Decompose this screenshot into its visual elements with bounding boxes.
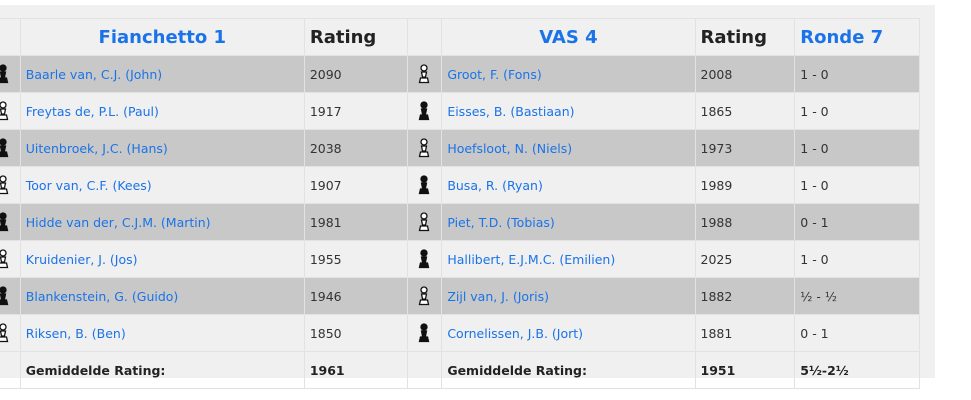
player-link[interactable]: Piet, T.D. (Tobias) <box>447 214 555 230</box>
player-rating: 1946 <box>303 277 408 315</box>
board-result: 1 - 0 <box>794 240 920 278</box>
player-link[interactable]: Kruidenier, J. (Jos) <box>25 251 138 267</box>
board-row: Freytas de, P.L. (Paul) 1917 Eisses, B. (B… <box>0 92 920 130</box>
board-result: 0 - 1 <box>794 314 920 352</box>
white-pawn-icon <box>0 240 21 278</box>
board-row: Riksen, B. (Ben) 1850 Cornelissen, J.B. (J… <box>0 314 920 352</box>
player-rating: 1881 <box>694 314 796 352</box>
rating1-header: Rating <box>303 18 408 56</box>
black-pawn-icon <box>406 92 443 130</box>
player-link[interactable]: Blankenstein, G. (Guido) <box>25 288 179 304</box>
player-rating: 2025 <box>694 240 796 278</box>
player-rating: 1907 <box>303 166 408 204</box>
average-rating-team1: 1961 <box>303 351 408 389</box>
black-pawn-icon <box>0 203 21 241</box>
white-pawn-icon <box>0 314 21 352</box>
player-rating: 1988 <box>694 203 796 241</box>
header-row: Fianchetto 1 Rating VAS 4 Rating Ronde 7 <box>0 18 920 56</box>
board-result: 1 - 0 <box>794 55 920 93</box>
player-link[interactable]: Baarle van, C.J. (John) <box>25 66 163 82</box>
round-header[interactable]: Ronde 7 <box>794 18 920 56</box>
player-rating: 1850 <box>303 314 408 352</box>
white-pawn-icon <box>406 129 443 167</box>
board-result: ½ - ½ <box>794 277 920 315</box>
black-pawn-icon <box>406 240 443 278</box>
board-row: Toor van, C.F. (Kees) 1907 Busa, R. (Ryan)… <box>0 166 920 204</box>
white-pawn-icon <box>0 92 21 130</box>
player-rating: 2038 <box>303 129 408 167</box>
player-rating: 1973 <box>694 129 796 167</box>
player-link[interactable]: Hidde van der, C.J.M. (Martin) <box>25 214 211 230</box>
player-rating: 1955 <box>303 240 408 278</box>
black-pawn-icon <box>0 129 21 167</box>
board-row: Hidde van der, C.J.M. (Martin) 1981 Piet, … <box>0 203 920 241</box>
match-total-score: 5½-2½ <box>794 351 920 389</box>
player-link[interactable]: Uitenbroek, J.C. (Hans) <box>25 140 168 156</box>
player-link[interactable]: Riksen, B. (Ben) <box>25 325 126 341</box>
board-row: Kruidenier, J. (Jos) 1955 Hallibert, E.J.M… <box>0 240 920 278</box>
black-pawn-icon <box>0 55 21 93</box>
player-link[interactable]: Cornelissen, J.B. (Jort) <box>447 325 584 341</box>
player-rating: 1882 <box>694 277 796 315</box>
board-result: 1 - 0 <box>794 129 920 167</box>
player-rating: 1989 <box>694 166 796 204</box>
white-pawn-icon <box>0 166 21 204</box>
color-header <box>0 18 21 56</box>
average-rating-team2: 1951 <box>694 351 796 389</box>
player-rating: 1865 <box>694 92 796 130</box>
color-header <box>406 18 443 56</box>
player-link[interactable]: Toor van, C.F. (Kees) <box>25 177 152 193</box>
team1-header[interactable]: Fianchetto 1 <box>19 18 305 56</box>
board-result: 1 - 0 <box>794 92 920 130</box>
match-container: Fianchetto 1 Rating VAS 4 Rating Ronde 7… <box>0 5 935 389</box>
player-rating: 2090 <box>303 55 408 93</box>
board-result: 1 - 0 <box>794 166 920 204</box>
board-result: 0 - 1 <box>794 203 920 241</box>
board-row: Blankenstein, G. (Guido) 1946 Zijl van, J.… <box>0 277 920 315</box>
player-link[interactable]: Hallibert, E.J.M.C. (Emilien) <box>447 251 616 267</box>
board-row: Uitenbroek, J.C. (Hans) 2038 Hoefsloot, N.… <box>0 129 920 167</box>
player-link[interactable]: Hoefsloot, N. (Niels) <box>447 140 573 156</box>
white-pawn-icon <box>406 203 443 241</box>
player-link[interactable]: Busa, R. (Ryan) <box>447 177 543 193</box>
white-pawn-icon <box>406 55 443 93</box>
match-table: Fianchetto 1 Rating VAS 4 Rating Ronde 7… <box>0 18 920 389</box>
black-pawn-icon <box>406 166 443 204</box>
team2-header[interactable]: VAS 4 <box>441 18 696 56</box>
player-link[interactable]: Eisses, B. (Bastiaan) <box>447 103 575 119</box>
board-row: Baarle van, C.J. (John) 2090 Groot, F. (Fo… <box>0 55 920 93</box>
player-rating: 2008 <box>694 55 796 93</box>
average-label: Gemiddelde Rating: <box>19 351 305 389</box>
white-pawn-icon <box>406 277 443 315</box>
average-label: Gemiddelde Rating: <box>441 351 696 389</box>
black-pawn-icon <box>0 277 21 315</box>
player-rating: 1981 <box>303 203 408 241</box>
rating2-header: Rating <box>694 18 796 56</box>
player-link[interactable]: Freytas de, P.L. (Paul) <box>25 103 159 119</box>
player-link[interactable]: Zijl van, J. (Joris) <box>447 288 550 304</box>
player-link[interactable]: Groot, F. (Fons) <box>447 66 542 82</box>
black-pawn-icon <box>406 314 443 352</box>
average-row: Gemiddelde Rating: 1961 Gemiddelde Ratin… <box>0 351 920 389</box>
player-rating: 1917 <box>303 92 408 130</box>
